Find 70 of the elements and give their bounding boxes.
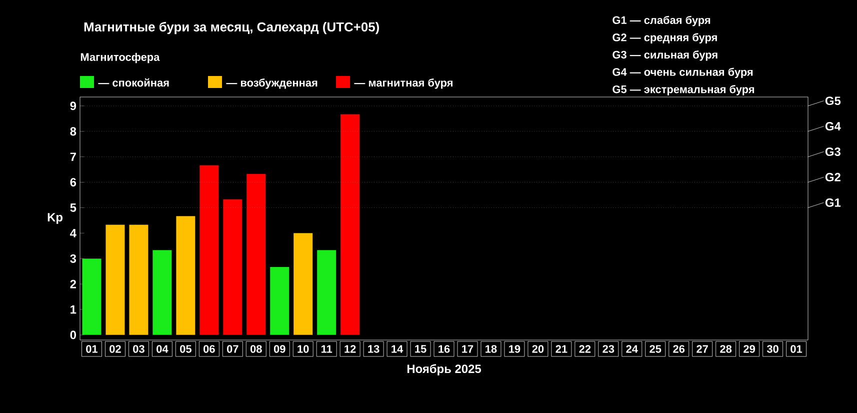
y-tick-label: 2 [70,280,76,288]
legend-title: Магнитосфера [80,52,160,64]
ref-line-label: G5 [825,96,841,106]
ref-line-label: G1 [825,198,841,207]
bar [200,165,219,335]
bar [270,266,290,335]
text: G4 — очень сильная буря [612,68,753,78]
bar [294,233,313,335]
x-tick-label: 02 [110,345,121,353]
x-tick-label: 01 [86,345,98,353]
x-tick-label: 10 [298,345,309,353]
bar [176,216,196,335]
text: G2 — средняя буря [612,33,717,44]
x-tick-label: 06 [204,345,215,353]
bar [223,199,242,335]
x-tick-label: 17 [462,345,474,353]
legend-label: — магнитная буря [354,78,452,89]
x-tick-label: 11 [321,345,332,353]
x-tick-label: 23 [602,345,614,353]
text: G3 — сильная буря [612,50,718,61]
chart-title: Магнитные бури за месяц, Салехард (UTC+05) [84,22,379,34]
x-tick-label: 08 [250,345,262,353]
x-tick-label: 20 [532,345,544,353]
x-tick-label: 15 [415,345,426,353]
x-tick-label: 16 [438,345,450,353]
bar [152,250,172,335]
x-tick-label: 13 [368,345,380,353]
bar [317,250,336,335]
x-tick-label: 28 [720,345,732,353]
bar [246,174,266,335]
x-tick-label: 21 [556,345,568,353]
y-tick-label: 0 [70,330,76,340]
x-tick-label: 25 [650,345,662,353]
y-axis-title: Kp [48,213,63,224]
bar [340,114,360,335]
x-tick-label: 27 [696,345,708,353]
bar [129,224,148,335]
x-tick-label: 07 [226,345,238,353]
x-tick-label: 29 [744,345,755,353]
ref-line-label: G3 [825,147,840,156]
text: G1 — слабая буря [612,16,710,26]
y-tick-label: 5 [70,204,76,212]
x-tick-label: 03 [133,345,144,353]
x-tick-label: 26 [673,345,685,353]
y-tick-label: 9 [70,102,76,110]
bar [106,224,125,335]
x-tick-label: 01 [790,345,802,353]
x-tick-label: 14 [392,345,404,353]
x-tick-label: 24 [626,345,638,353]
bar [82,258,102,335]
x-axis-title: Ноябрь 2025 [407,364,482,376]
legend-label: — спокойная [98,78,169,87]
y-tick-label: 8 [70,127,76,136]
x-tick-label: 19 [509,345,520,353]
y-tick-label: 6 [70,178,76,186]
x-tick-label: 05 [180,345,192,353]
ref-line-label: G2 [825,172,840,182]
ref-line-label: G4 [825,122,841,130]
x-tick-label: 30 [766,345,778,353]
x-tick-label: 09 [274,345,286,353]
y-tick-label: 7 [70,152,76,161]
legend-label: — возбужденная [226,78,318,89]
y-tick-label: 3 [70,254,76,263]
x-tick-label: 22 [579,345,591,353]
x-tick-label: 12 [344,345,356,353]
x-tick-label: 04 [156,345,168,353]
x-tick-label: 18 [486,345,497,353]
text: G5 — экстремальная буря [612,85,754,96]
y-tick-label: 4 [70,229,76,238]
y-tick-label: 1 [70,305,76,314]
